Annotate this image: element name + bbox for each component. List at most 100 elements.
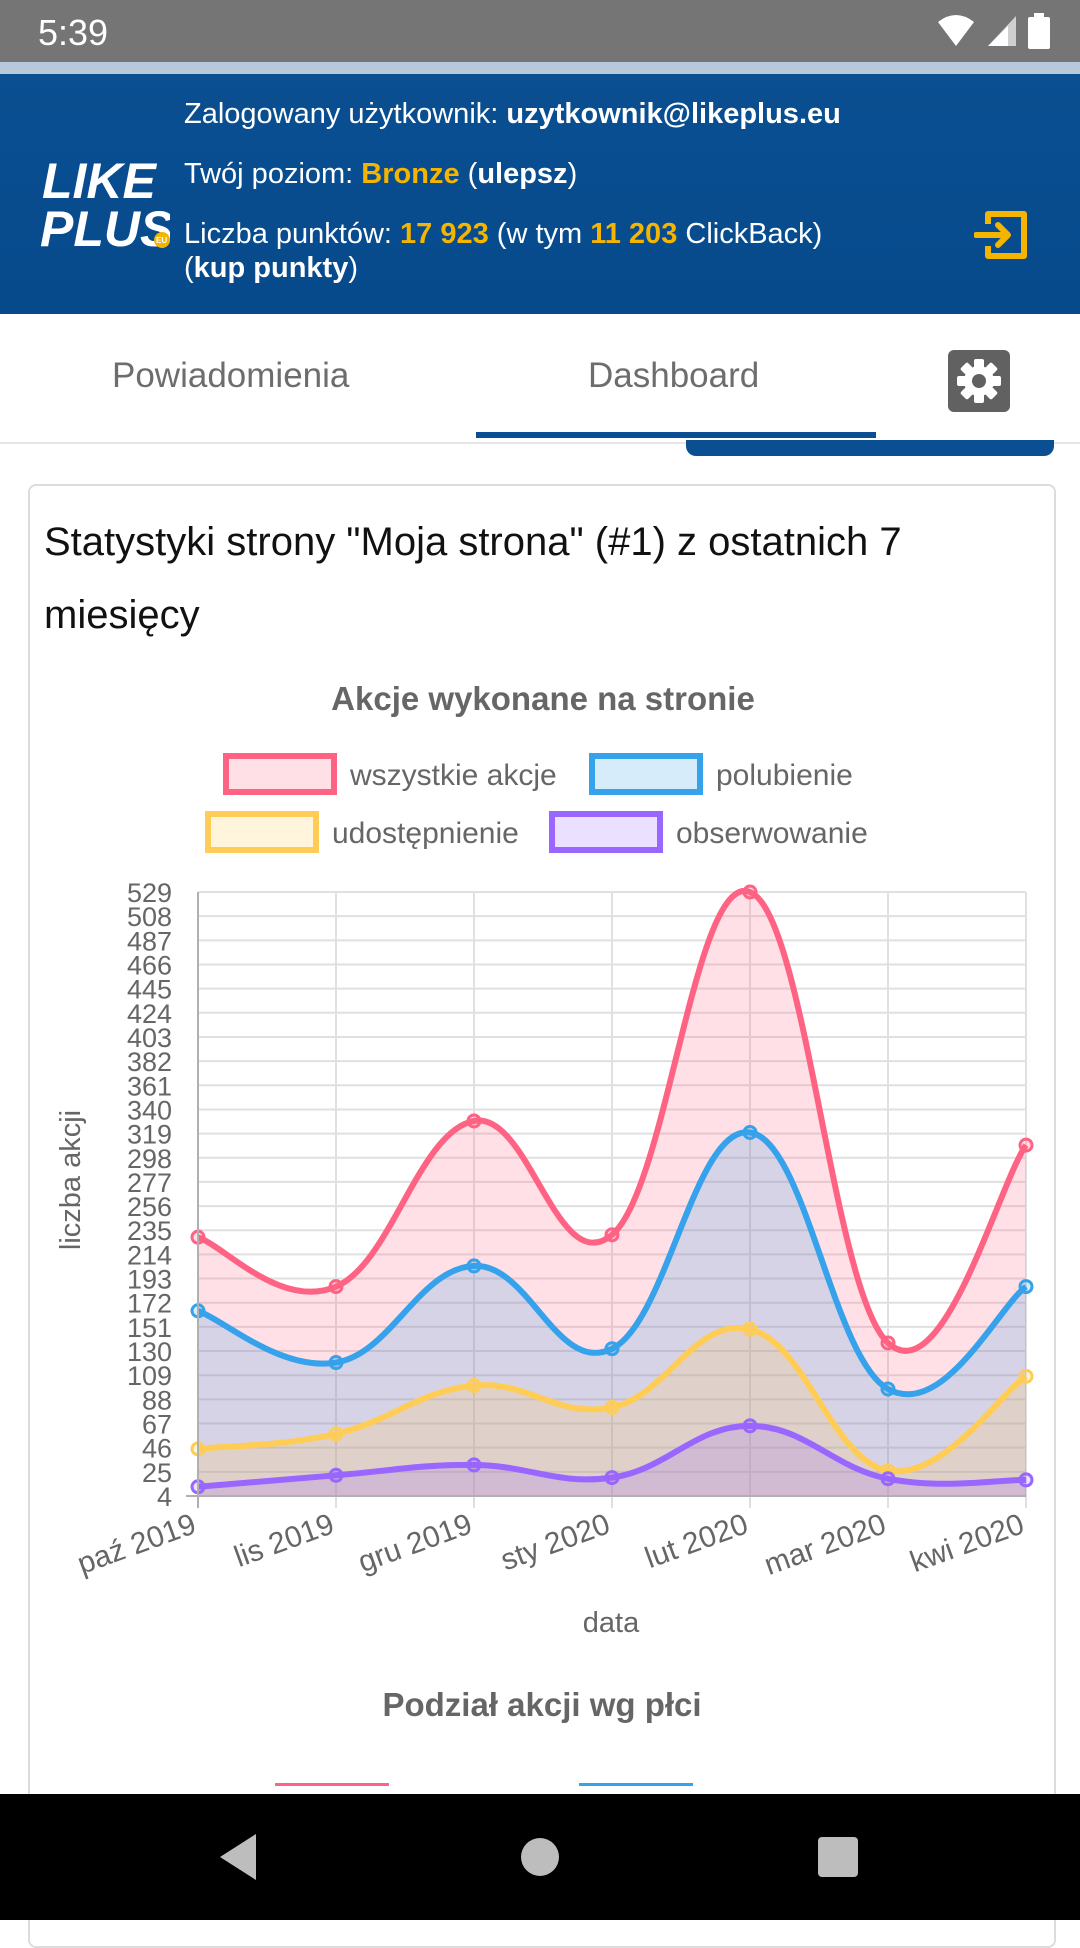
- y-tick-label: 277: [127, 1168, 172, 1198]
- chart-legend: wszystkie akcje polubienie udostępnienie ob…: [205, 753, 868, 853]
- tab-dashboard[interactable]: Dashboard: [588, 356, 760, 395]
- data-point[interactable]: [604, 1227, 620, 1243]
- data-point[interactable]: [742, 1124, 758, 1140]
- y-tick-label: 508: [127, 902, 172, 932]
- logout-icon[interactable]: [974, 210, 1028, 260]
- tab-notifications[interactable]: Powiadomienia: [112, 356, 350, 395]
- data-point[interactable]: [328, 1426, 344, 1442]
- data-point[interactable]: [1018, 1137, 1034, 1153]
- data-point[interactable]: [880, 1335, 896, 1351]
- logo-text-plus: PLUS: [40, 201, 170, 256]
- status-stripe: [0, 62, 1080, 74]
- y-tick-label: 25: [142, 1458, 172, 1488]
- data-point[interactable]: [466, 1258, 482, 1274]
- wifi-icon: [938, 15, 974, 46]
- data-point[interactable]: [328, 1279, 344, 1295]
- home-icon[interactable]: [520, 1832, 560, 1882]
- y-tick-label: 130: [127, 1337, 172, 1367]
- legend-swatch: [589, 753, 703, 795]
- status-bar: 5:39: [0, 0, 1080, 62]
- series-line: [197, 1324, 1028, 1475]
- data-point[interactable]: [466, 1457, 482, 1473]
- legend-item[interactable]: obserwowanie: [549, 811, 868, 853]
- data-point[interactable]: [742, 1321, 758, 1337]
- y-tick-label: 340: [127, 1095, 172, 1125]
- data-point[interactable]: [466, 1378, 482, 1394]
- stats-card: Statystyki strony "Moja strona" (#1) z o…: [28, 484, 1056, 1948]
- data-point[interactable]: [1018, 1472, 1034, 1488]
- legend-item[interactable]: wszystkie akcje: [223, 753, 557, 795]
- x-tick-label: lut 2020: [641, 1508, 753, 1576]
- data-point[interactable]: [604, 1399, 620, 1415]
- legend-label: wszystkie akcje: [349, 759, 557, 792]
- data-point[interactable]: [604, 1470, 620, 1486]
- points-line: Liczba punktów: 17 923 (w tym 11 203 Cli…: [184, 218, 823, 250]
- data-point[interactable]: [742, 1418, 758, 1434]
- battery-icon: [1028, 13, 1050, 49]
- buy-points-line: (kup punkty): [184, 252, 359, 284]
- status-icons: [936, 12, 1050, 50]
- chart-grid: 4254667881091301511721932142352562772983…: [127, 878, 1027, 1512]
- data-point[interactable]: [328, 1355, 344, 1371]
- back-icon[interactable]: [216, 1832, 260, 1882]
- series-area: [198, 1425, 1026, 1496]
- y-tick-label: 67: [142, 1410, 172, 1440]
- y-tick-label: 403: [127, 1023, 172, 1053]
- x-tick-label: gru 2019: [354, 1508, 477, 1580]
- tab-settings[interactable]: [948, 350, 1010, 412]
- legend-item[interactable]: polubienie: [589, 753, 853, 795]
- upgrade-link[interactable]: ulepsz: [477, 158, 568, 190]
- data-point[interactable]: [1018, 1279, 1034, 1295]
- data-point[interactable]: [880, 1471, 896, 1487]
- buy-points-link[interactable]: kup punkty: [193, 252, 349, 284]
- logo-text-like: LIKE: [42, 153, 158, 209]
- y-tick-label: 466: [127, 950, 172, 980]
- likeplus-logo: LIKE PLUS EU: [40, 153, 170, 256]
- y-tick-label: 529: [127, 878, 172, 908]
- data-point[interactable]: [742, 884, 758, 900]
- y-tick-label: 361: [127, 1071, 172, 1101]
- clickback-value: 11 203: [590, 218, 678, 250]
- y-tick-label: 172: [127, 1289, 172, 1319]
- x-axis-label: data: [583, 1607, 640, 1639]
- user-email: uzytkownik@likeplus.eu: [506, 98, 841, 130]
- x-tick-label: sty 2020: [497, 1508, 615, 1578]
- legend-label: obserwowanie: [676, 817, 868, 850]
- tab-bar: Powiadomienia Dashboard: [0, 314, 1080, 444]
- y-tick-label: 88: [142, 1385, 172, 1415]
- points-value: 17 923: [400, 218, 489, 250]
- signal-icon: [988, 16, 1016, 46]
- y-tick-label: 4: [157, 1482, 172, 1512]
- status-time: 5:39: [38, 12, 109, 53]
- tab-underlay: [686, 440, 1054, 456]
- legend-label: polubienie: [716, 759, 853, 792]
- series-line: [197, 1422, 1027, 1490]
- data-point[interactable]: [328, 1467, 344, 1483]
- logo-badge: EU: [156, 236, 167, 245]
- y-tick-label: 109: [127, 1361, 172, 1391]
- recents-icon[interactable]: [816, 1832, 860, 1882]
- data-point[interactable]: [466, 1113, 482, 1129]
- series-area: [198, 890, 1026, 1496]
- legend-swatch: [549, 811, 663, 853]
- data-point[interactable]: [604, 1341, 620, 1357]
- x-tick-label: lis 2019: [230, 1508, 338, 1574]
- y-tick-label: 487: [127, 926, 172, 956]
- legend-item[interactable]: udostępnienie: [205, 811, 519, 853]
- series-area: [198, 1327, 1026, 1496]
- y-tick-label: 298: [127, 1144, 172, 1174]
- legend-label: udostępnienie: [332, 817, 519, 850]
- y-tick-label: 382: [127, 1047, 172, 1077]
- data-point[interactable]: [880, 1381, 896, 1397]
- legend-swatch: [223, 753, 337, 795]
- x-tick-label: mar 2020: [760, 1508, 890, 1582]
- y-tick-label: 193: [127, 1265, 172, 1295]
- x-tick-label: kwi 2020: [906, 1508, 1029, 1580]
- card-title: Statystyki strony "Moja strona" (#1) z o…: [44, 520, 902, 637]
- y-tick-label: 319: [127, 1120, 172, 1150]
- x-tick-label: paź 2019: [73, 1508, 200, 1581]
- data-point[interactable]: [1018, 1368, 1034, 1384]
- account-header: LIKE PLUS EU Zalogowany użytkownik: uzyt…: [0, 74, 1080, 314]
- active-tab-indicator: [476, 432, 876, 438]
- gender-chart-title: Podział akcji wg płci: [382, 1686, 702, 1723]
